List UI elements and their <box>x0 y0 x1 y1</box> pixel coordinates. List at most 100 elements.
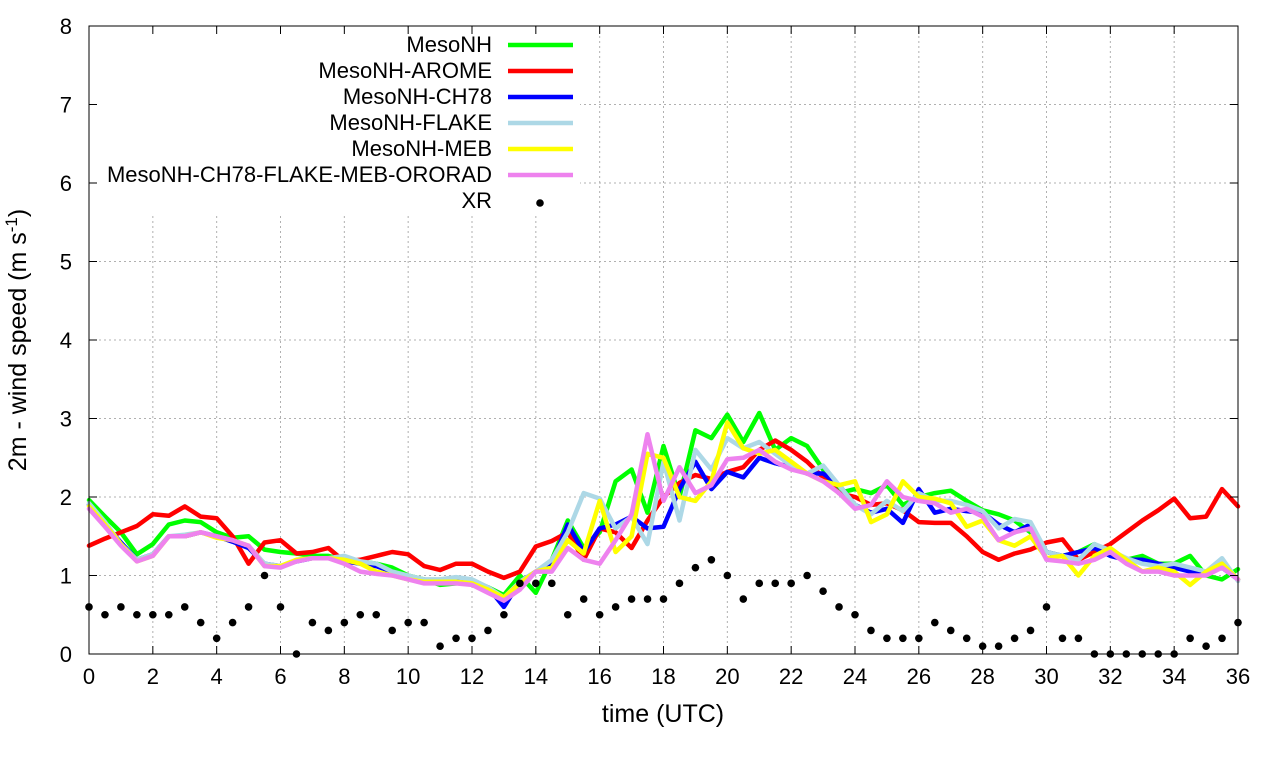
x-tick-label: 30 <box>1034 664 1058 689</box>
xr-observation-point <box>675 579 684 588</box>
legend-background <box>80 30 580 215</box>
x-tick-label: 6 <box>274 664 286 689</box>
xr-observation-point <box>244 603 253 611</box>
series-group <box>85 410 1242 658</box>
y-tick-label: 4 <box>60 328 72 353</box>
legend-label-mesonh-arome: MesoNH-AROME <box>318 58 492 83</box>
xr-observation-point <box>915 634 923 643</box>
x-tick-label: 20 <box>715 664 739 689</box>
xr-observation-point <box>1026 626 1035 635</box>
legend-label-mesonh-flake: MesoNH-FLAKE <box>329 110 492 135</box>
x-tick-label: 34 <box>1162 664 1186 689</box>
xr-observation-point <box>308 618 317 627</box>
xr-observation-point <box>691 563 700 572</box>
legend-label-mesonh-meb: MesoNH-MEB <box>351 136 492 161</box>
xr-observation-point <box>180 603 189 611</box>
xr-observation-point <box>372 610 381 619</box>
xr-observation-point <box>1186 634 1194 643</box>
xr-observation-point <box>1042 603 1051 611</box>
x-tick-label: 10 <box>396 664 420 689</box>
xr-observation-point <box>388 626 397 635</box>
xr-observation-point <box>500 610 508 619</box>
xr-observation-point <box>946 626 955 635</box>
xr-observation-point <box>101 610 109 619</box>
xr-observation-point <box>356 610 365 619</box>
xr-observation-point <box>883 634 891 643</box>
x-tick-label: 26 <box>907 664 931 689</box>
xr-observation-point <box>1074 634 1083 643</box>
xr-observation-point <box>627 595 636 603</box>
xr-observation-point <box>420 618 428 627</box>
xr-observation-point <box>547 579 556 588</box>
x-tick-label: 2 <box>147 664 159 689</box>
y-axis-title: 2m - wind speed (m s-1) <box>2 209 33 471</box>
xr-observation-point <box>452 634 460 643</box>
xr-observation-point <box>260 571 269 580</box>
legend-label-xr: XR <box>461 188 492 213</box>
xr-observation-point <box>324 626 333 635</box>
legend-label-mesonh-ch78-flake-meb-ororad: MesoNH-CH78-FLAKE-MEB-ORORAD <box>107 162 492 187</box>
xr-observation-point <box>516 579 524 588</box>
xr-observation-point <box>723 571 732 580</box>
tick-labels: 0 2 4 6 8 10 12 14 16 18 20 22 24 26 28 30 32 34 360123456… <box>60 14 1250 689</box>
xr-observation-point <box>484 626 492 635</box>
x-tick-label: 22 <box>779 664 803 689</box>
xr-observation-point <box>835 603 843 611</box>
y-tick-label: 1 <box>60 564 72 589</box>
xr-observation-point <box>117 603 125 611</box>
y-axis-title-close: ) <box>4 209 32 217</box>
xr-observation-point <box>1010 634 1019 643</box>
y-tick-label: 8 <box>60 14 72 39</box>
xr-observation-point <box>739 595 748 603</box>
xr-observation-point <box>659 595 668 603</box>
xr-observation-point <box>228 618 237 627</box>
legend-label-mesonh: MesoNH <box>406 32 492 57</box>
xr-observation-point <box>133 610 141 619</box>
xr-observation-point <box>851 610 859 619</box>
xr-observation-point <box>1218 634 1226 643</box>
xr-observation-point <box>532 579 540 588</box>
x-tick-label: 28 <box>970 664 994 689</box>
y-axis-title-sup: -1 <box>2 217 21 232</box>
xr-observation-point <box>1058 634 1067 643</box>
y-tick-label: 5 <box>60 250 72 275</box>
legend-label-mesonh-ch78: MesoNH-CH78 <box>343 84 492 109</box>
xr-observation-point <box>962 634 971 643</box>
x-tick-label: 24 <box>843 664 867 689</box>
xr-observation-point <box>563 610 572 619</box>
x-tick-label: 0 <box>83 664 95 689</box>
xr-observation-point <box>899 634 907 643</box>
xr-observation-point <box>149 610 157 619</box>
y-tick-label: 6 <box>60 171 72 196</box>
x-tick-label: 14 <box>524 664 548 689</box>
xr-observation-point <box>212 634 221 643</box>
xr-observation-point <box>468 634 476 643</box>
x-axis-title: time (UTC) <box>602 700 724 728</box>
xr-observation-point <box>707 556 716 564</box>
xr-observation-point <box>436 642 444 650</box>
xr-observation-point <box>787 579 795 588</box>
xr-observation-point <box>579 595 588 603</box>
legend-swatch-xr <box>536 199 544 207</box>
y-axis-title-main: 2m - wind speed (m s <box>4 232 32 471</box>
legend: MesoNHMesoNH-AROMEMesoNH-CH78MesoNH-FLAK… <box>107 32 573 213</box>
xr-observation-point <box>771 579 780 588</box>
xr-observation-point <box>276 603 285 611</box>
xr-observation-point <box>164 610 173 619</box>
y-tick-label: 3 <box>60 407 72 432</box>
xr-observation-point <box>643 595 652 603</box>
xr-observation-point <box>819 587 827 595</box>
xr-observation-point <box>930 618 939 627</box>
xr-observation-point <box>611 603 620 611</box>
xr-observation-point <box>803 571 811 580</box>
y-tick-label: 7 <box>60 93 72 118</box>
xr-observation-point <box>867 626 875 635</box>
xr-observation-point <box>994 642 1003 650</box>
x-tick-label: 8 <box>338 664 350 689</box>
xr-observation-point <box>404 618 412 627</box>
xr-observation-point <box>340 618 349 627</box>
x-tick-label: 32 <box>1098 664 1122 689</box>
series-line-mesonh-ch78-flake-meb-ororad <box>86 431 1241 603</box>
y-tick-label: 0 <box>60 642 72 667</box>
